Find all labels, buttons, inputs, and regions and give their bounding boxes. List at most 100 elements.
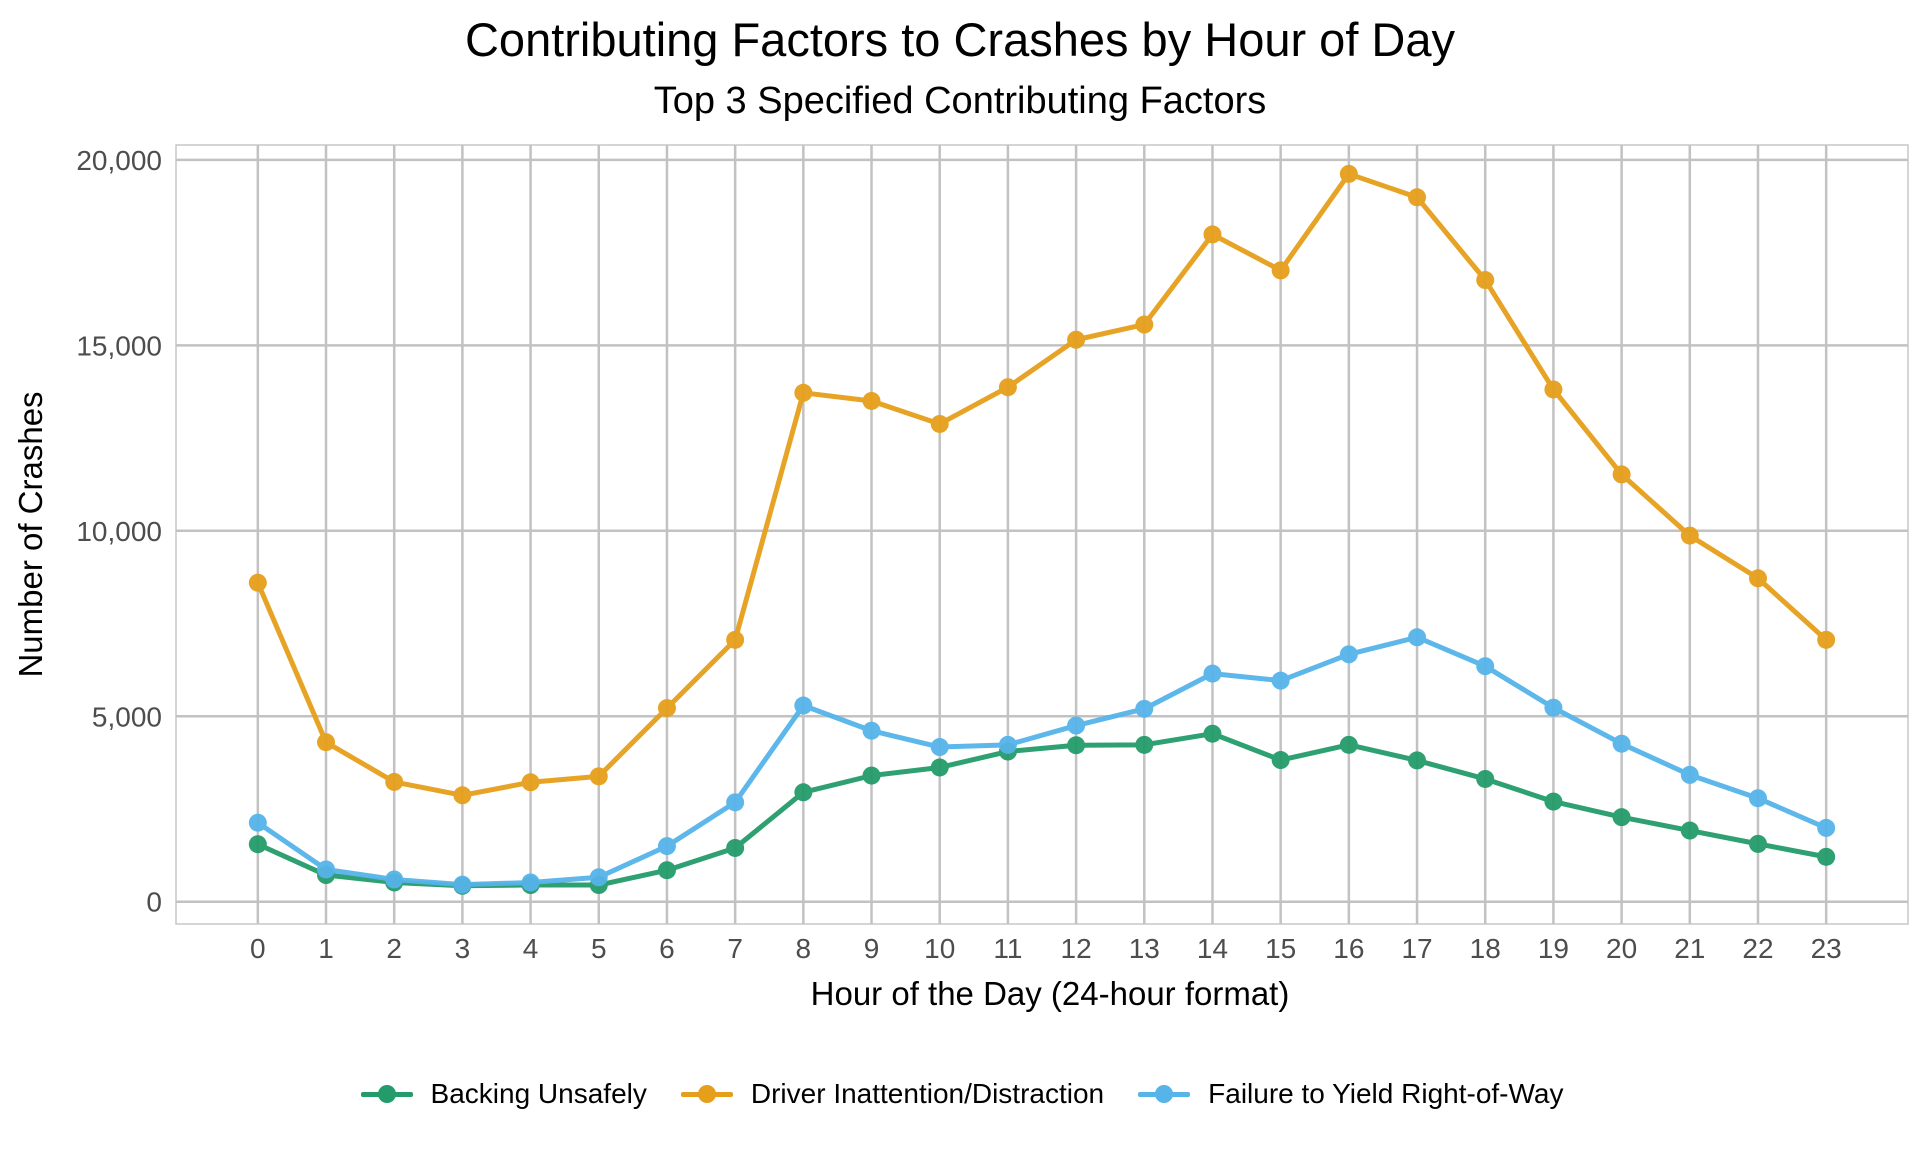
y-tick-label: 5,000 — [92, 701, 162, 732]
legend-key-icon — [357, 1079, 417, 1109]
data-point — [862, 766, 881, 785]
data-point — [453, 875, 472, 894]
data-point — [726, 838, 745, 857]
x-tick-label: 19 — [1538, 933, 1569, 964]
data-point — [930, 738, 949, 757]
data-point — [248, 813, 267, 832]
data-point — [1748, 834, 1767, 853]
grid-lines — [175, 144, 1909, 925]
data-point — [726, 630, 745, 649]
y-axis-label: Number of Crashes — [12, 391, 49, 677]
x-tick-label: 20 — [1606, 933, 1637, 964]
chart-subtitle: Top 3 Specified Contributing Factors — [653, 80, 1267, 122]
data-point — [862, 391, 881, 410]
x-tick-label: 4 — [523, 933, 539, 964]
series-line — [255, 634, 1829, 888]
data-point — [1067, 716, 1086, 735]
legend-item: Failure to Yield Right-of-Way — [1134, 1078, 1563, 1110]
data-point — [998, 735, 1017, 754]
data-point — [589, 868, 608, 887]
data-point — [930, 758, 949, 777]
x-tick-label: 14 — [1197, 933, 1228, 964]
x-tick-label: 10 — [924, 933, 955, 964]
x-tick-label: 6 — [659, 933, 675, 964]
data-point — [1408, 188, 1427, 207]
y-axis-ticks: 0 5,000 10,000 15,000 20,000 — [76, 145, 162, 918]
data-point — [385, 870, 404, 889]
data-point — [1612, 734, 1631, 753]
data-point — [657, 861, 676, 880]
x-tick-label: 0 — [250, 933, 266, 964]
data-point — [1544, 380, 1563, 399]
x-tick-label: 8 — [796, 933, 812, 964]
data-point — [1271, 671, 1290, 690]
x-tick-label: 7 — [727, 933, 743, 964]
x-tick-label: 21 — [1674, 933, 1705, 964]
data-point — [1476, 769, 1495, 788]
data-point — [589, 767, 608, 786]
data-point — [521, 773, 540, 792]
data-point — [998, 378, 1017, 397]
legend-key-icon — [677, 1079, 737, 1109]
data-point — [1817, 847, 1836, 866]
chart-title: Contributing Factors to Crashes by Hour … — [464, 13, 1456, 66]
data-point — [1067, 736, 1086, 755]
data-point — [1408, 628, 1427, 647]
data-point — [317, 733, 336, 752]
data-point — [1135, 699, 1154, 718]
data-point — [1680, 821, 1699, 840]
data-point — [1544, 698, 1563, 717]
data-point — [1203, 724, 1222, 743]
data-point — [657, 699, 676, 718]
x-tick-label: 17 — [1401, 933, 1432, 964]
y-tick-label: 15,000 — [76, 330, 162, 361]
y-tick-label: 0 — [146, 887, 162, 918]
data-point — [1476, 657, 1495, 676]
data-point — [1612, 465, 1631, 484]
x-tick-label: 23 — [1811, 933, 1842, 964]
data-point — [1203, 664, 1222, 683]
data-point — [1817, 818, 1836, 837]
x-tick-label: 11 — [993, 933, 1022, 964]
data-point — [248, 835, 267, 854]
legend-item: Backing Unsafely — [357, 1078, 647, 1110]
legend-key-icon — [1134, 1079, 1194, 1109]
data-point — [862, 721, 881, 740]
data-point — [1680, 526, 1699, 545]
data-point — [1339, 164, 1358, 183]
plot-border — [175, 144, 1909, 925]
data-point — [1135, 735, 1154, 754]
x-axis-label: Hour of the Day (24-hour format) — [811, 975, 1290, 1012]
legend-label: Failure to Yield Right-of-Way — [1208, 1078, 1564, 1109]
data-point — [1271, 261, 1290, 280]
data-point — [1817, 630, 1836, 649]
data-point — [1748, 789, 1767, 808]
data-point — [657, 837, 676, 856]
data-point — [1612, 808, 1631, 827]
x-tick-label: 9 — [864, 933, 880, 964]
x-tick-label: 13 — [1129, 933, 1160, 964]
data-point — [1408, 751, 1427, 770]
series-group — [248, 164, 1836, 895]
series-line — [255, 171, 1829, 798]
data-point — [317, 860, 336, 879]
x-tick-label: 15 — [1265, 933, 1296, 964]
x-tick-label: 12 — [1061, 933, 1092, 964]
data-point — [385, 772, 404, 791]
x-tick-label: 3 — [455, 933, 471, 964]
data-point — [794, 696, 813, 715]
data-point — [794, 783, 813, 802]
data-point — [1544, 792, 1563, 811]
data-point — [1748, 569, 1767, 588]
x-tick-label: 5 — [591, 933, 607, 964]
legend-item: Driver Inattention/Distraction — [677, 1078, 1104, 1110]
legend-label: Driver Inattention/Distraction — [750, 1078, 1105, 1109]
x-tick-label: 1 — [318, 933, 334, 964]
x-tick-label: 16 — [1333, 933, 1364, 964]
x-axis-ticks: 0 1 2 3 4 5 6 7 8 9 10 11 12 13 14 15 16 17 18 19 20 21 22 23 — [250, 933, 1842, 964]
data-point — [1203, 225, 1222, 244]
series-backing-unsafely — [248, 724, 1836, 895]
legend-label: Backing Unsafely — [430, 1078, 647, 1109]
data-point — [726, 793, 745, 812]
series-line — [255, 731, 1829, 889]
